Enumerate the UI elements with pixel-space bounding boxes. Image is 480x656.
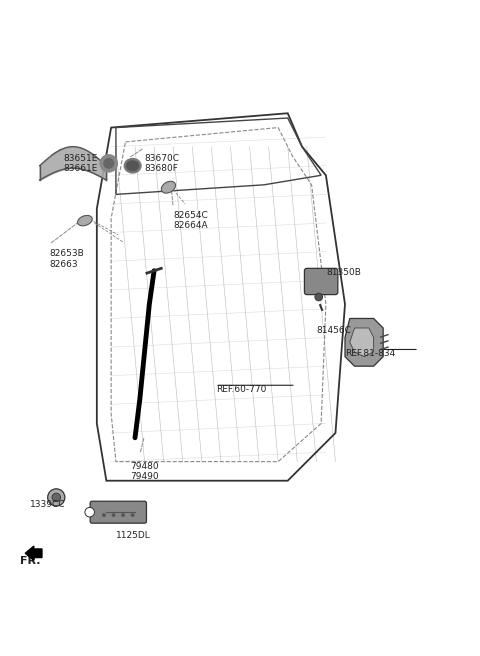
Polygon shape [350, 328, 373, 357]
Ellipse shape [78, 215, 92, 226]
Text: 83670C
83680F: 83670C 83680F [144, 154, 180, 173]
Circle shape [315, 293, 323, 301]
Circle shape [102, 513, 106, 517]
FancyBboxPatch shape [304, 268, 338, 295]
Text: 79480
79490: 79480 79490 [130, 462, 159, 481]
Text: 1125DL: 1125DL [116, 531, 151, 540]
Text: 83651E
83661E: 83651E 83661E [63, 154, 98, 173]
Text: FR.: FR. [21, 556, 41, 566]
Text: REF.81-834: REF.81-834 [345, 350, 395, 358]
Text: 81350B: 81350B [326, 268, 361, 277]
Polygon shape [345, 318, 383, 366]
Ellipse shape [124, 159, 141, 173]
Text: 1339CC: 1339CC [30, 500, 66, 509]
Circle shape [48, 489, 65, 506]
Circle shape [131, 513, 134, 517]
Circle shape [104, 159, 114, 168]
Text: 82654C
82664A: 82654C 82664A [173, 211, 208, 230]
Circle shape [112, 513, 116, 517]
Circle shape [52, 493, 60, 502]
Text: 82653B
82663: 82653B 82663 [49, 249, 84, 269]
Circle shape [100, 155, 117, 172]
FancyArrow shape [25, 546, 42, 560]
Text: REF.60-770: REF.60-770 [216, 385, 266, 394]
Text: 81456C: 81456C [316, 325, 351, 335]
Circle shape [85, 508, 95, 517]
Circle shape [121, 513, 125, 517]
Ellipse shape [127, 161, 139, 171]
FancyBboxPatch shape [90, 501, 146, 523]
Ellipse shape [161, 181, 176, 193]
